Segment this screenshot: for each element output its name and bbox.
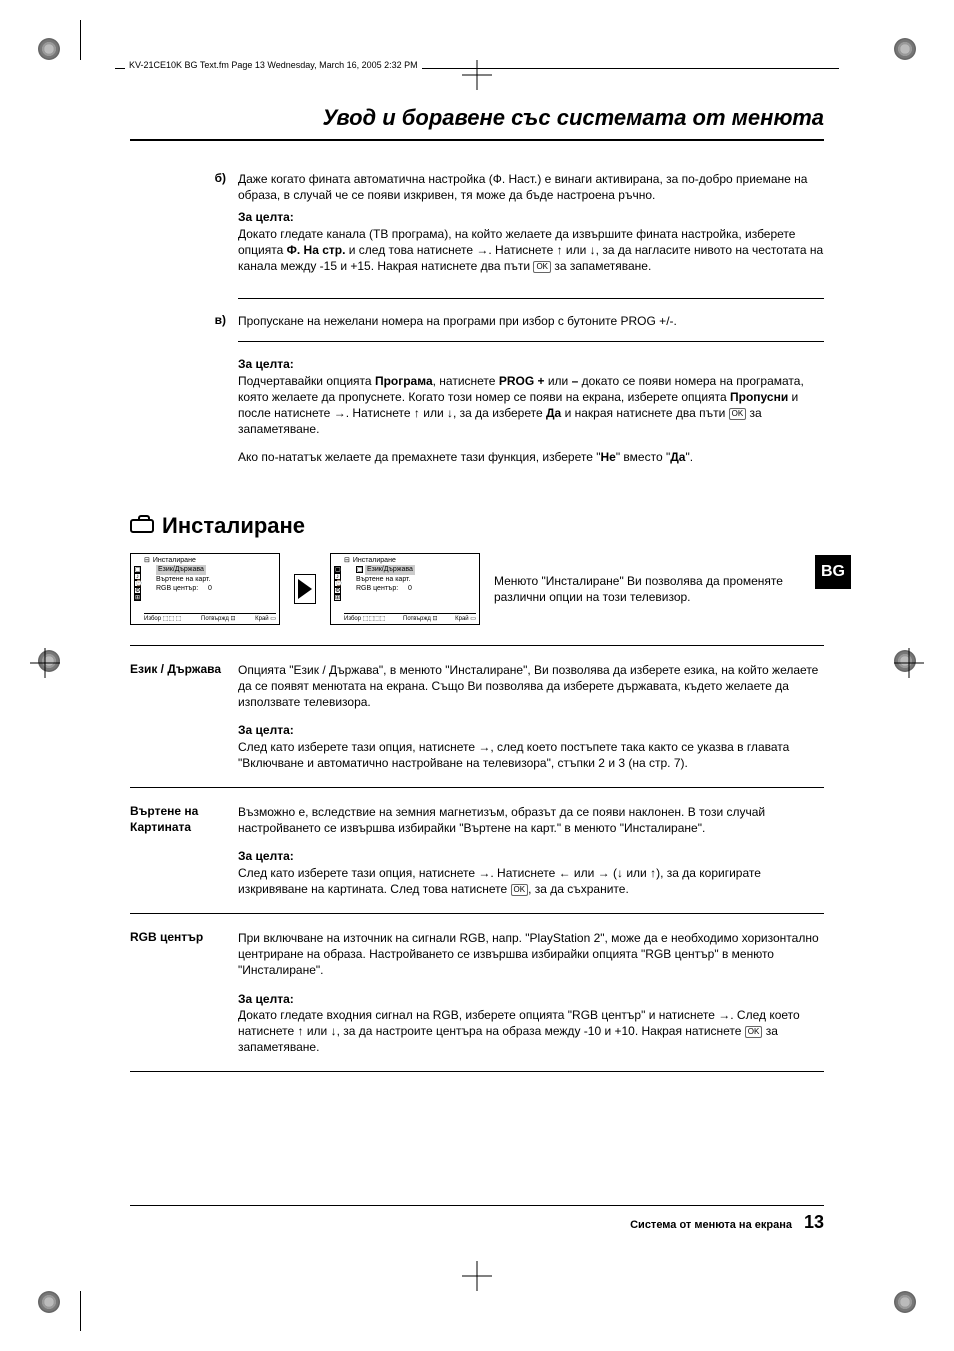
goal-text: След като изберете тази опция, натиснете…	[238, 739, 824, 771]
crosshair-icon	[894, 648, 924, 678]
menu-preview-2: ▢♪⌚⚙⊞ ⊟Инсталиране ▢ Език/Държава Въртен…	[330, 553, 480, 624]
menu-preview-1: ▢♪⌚⚙⊞ ⊟Инсталиране Език/Държава Въртене …	[130, 553, 280, 624]
ok-icon: OK	[729, 408, 747, 420]
registration-mark	[38, 1291, 60, 1313]
list-item-b: б) Даже когато фината автоматична настро…	[130, 171, 824, 203]
separator	[130, 1071, 824, 1072]
list-item-c: в) Пропускане на нежелани номера на прог…	[130, 313, 824, 329]
goal-text: Докато гледате канала (ТВ програма), на …	[238, 226, 824, 275]
option-row-rgb: RGB център При включване на източник на …	[130, 924, 824, 1061]
registration-mark	[38, 38, 60, 60]
registration-line	[80, 1291, 81, 1331]
docinfo-text: KV-21CE10K BG Text.fm Page 13 Wednesday,…	[125, 60, 422, 70]
item-text: Даже когато фината автоматична настройка…	[238, 171, 824, 203]
page-content: Увод и боравене със системата от менюта …	[130, 105, 824, 1211]
crosshair-icon	[30, 648, 60, 678]
separator	[130, 787, 824, 788]
registration-mark	[894, 1291, 916, 1313]
footer-section: Система от менюта на екрана	[630, 1219, 792, 1231]
separator	[130, 645, 824, 646]
toolbox-icon	[130, 519, 154, 533]
goal-label: За целта:	[238, 209, 824, 225]
crosshair-icon	[462, 1261, 492, 1291]
goal-label: За целта:	[238, 356, 824, 372]
goal-label: За целта:	[238, 848, 824, 864]
item-text: Пропускане на нежелани номера на програм…	[238, 313, 824, 329]
crosshair-icon	[462, 60, 492, 90]
goal-text: След като изберете тази опция, натиснете…	[238, 865, 824, 897]
menu-preview-row: ▢♪⌚⚙⊞ ⊟Инсталиране Език/Държава Въртене …	[130, 553, 824, 624]
option-text: Възможно е, вследствие на земния магнети…	[238, 804, 824, 836]
option-label: Език / Държава	[130, 662, 238, 771]
page-footer: Система от менюта на екрана 13	[130, 1205, 824, 1233]
menu-side-icons: ▢♪⌚⚙⊞	[334, 566, 341, 601]
separator	[130, 913, 824, 914]
item-label: в)	[130, 313, 238, 329]
registration-mark	[894, 38, 916, 60]
menu-side-icons: ▢♪⌚⚙⊞	[134, 566, 141, 601]
section-title-install: Инсталиране	[130, 513, 824, 539]
option-row-rotation: Въртене на Картината Възможно е, вследст…	[130, 798, 824, 903]
ok-icon: OK	[745, 1026, 763, 1038]
goal-text: Подчертавайки опцията Програма, натиснет…	[238, 373, 824, 438]
option-label: RGB център	[130, 930, 238, 1055]
option-text: Опцията "Език / Държава", в менюто "Инст…	[238, 662, 824, 711]
arrow-between-icon	[294, 574, 316, 604]
registration-line	[80, 20, 81, 60]
option-row-language: Език / Държава Опцията "Език / Държава",…	[130, 656, 824, 777]
option-label: Въртене на Картината	[130, 804, 238, 897]
goal-label: За целта:	[238, 991, 824, 1007]
goal-text: Докато гледате входния сигнал на RGB, из…	[238, 1007, 824, 1056]
goal-label: За целта:	[238, 722, 824, 738]
page-title: Увод и боравене със системата от менюта	[130, 105, 824, 141]
ok-icon: OK	[511, 884, 529, 896]
page-number: 13	[804, 1212, 824, 1233]
ok-icon: OK	[533, 261, 551, 273]
option-text: При включване на източник на сигнали RGB…	[238, 930, 824, 979]
separator	[238, 298, 824, 299]
separator	[238, 341, 824, 342]
goal-note: Ако по-нататък желаете да премахнете таз…	[238, 449, 824, 465]
menu-intro-text: Менюто "Инсталиране" Ви позволява да про…	[494, 573, 824, 605]
language-tab: BG	[815, 555, 851, 589]
item-label: б)	[130, 171, 238, 203]
